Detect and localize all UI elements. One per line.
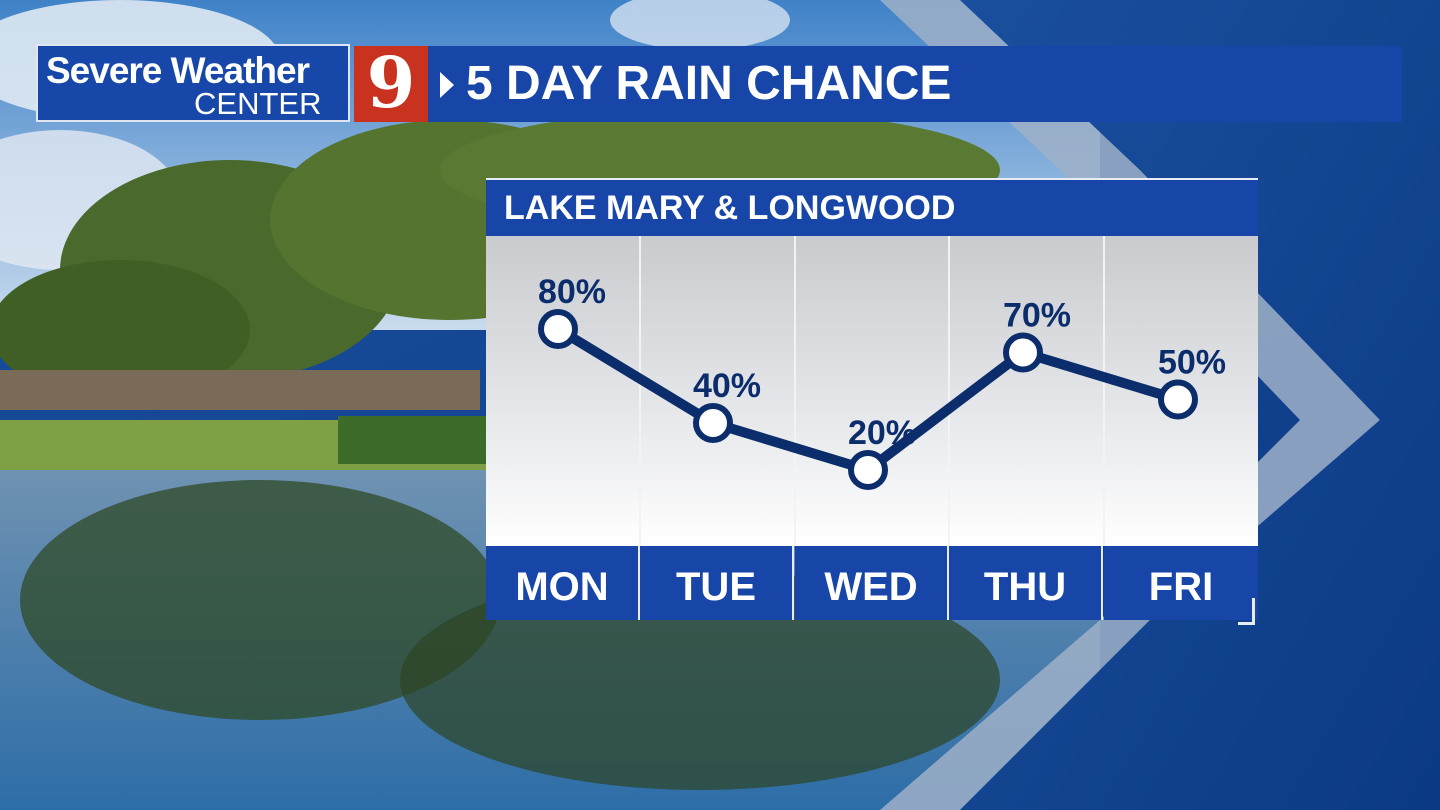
- data-point: [538, 309, 578, 349]
- page-title: 5 DAY RAIN CHANCE: [466, 57, 952, 110]
- data-point: [1003, 332, 1043, 373]
- channel-number: 9: [366, 41, 416, 124]
- channel-logo: 9: [354, 41, 428, 124]
- rain-chance-chart-panel: LAKE MARY & LONGWOOD 80% 40% 20% 70% 50% MON…: [486, 178, 1258, 625]
- day-cell: TUE: [640, 546, 794, 620]
- data-label: 50%: [1158, 344, 1226, 382]
- data-label: 70%: [1003, 297, 1071, 335]
- data-point: [693, 403, 733, 443]
- location-bar: LAKE MARY & LONGWOOD: [486, 178, 1258, 236]
- day-cell: THU: [949, 546, 1103, 620]
- rain-chance-line-chart: 80% 40% 20% 70% 50%: [538, 236, 1226, 546]
- x-tick-label: WED: [824, 565, 918, 609]
- x-tick-label: FRI: [1148, 565, 1214, 609]
- day-axis: MON TUE WED THU FRI: [486, 546, 1258, 620]
- chart-title: LAKE MARY & LONGWOOD: [504, 189, 956, 227]
- x-tick-label: MON: [515, 565, 609, 609]
- x-tick-label: TUE: [676, 565, 756, 609]
- day-cell: FRI: [1104, 546, 1258, 620]
- data-point: [848, 450, 888, 490]
- corner-bracket: [1238, 598, 1255, 625]
- data-label: 20%: [848, 414, 916, 452]
- data-point: [1158, 379, 1198, 420]
- header-banner: Severe Weather CENTER 9 5 DAY RAIN CHANC…: [36, 44, 1402, 124]
- data-label: 80%: [538, 273, 606, 311]
- x-tick-label: THU: [983, 565, 1067, 609]
- logo-line-center: CENTER: [194, 86, 322, 121]
- day-cell: WED: [795, 546, 949, 620]
- play-arrow-icon: [440, 72, 454, 98]
- title-bar: 5 DAY RAIN CHANCE: [428, 46, 1402, 122]
- logo-line-severe-weather: Severe Weather: [46, 50, 310, 91]
- severe-weather-center-logo: Severe Weather CENTER: [36, 44, 350, 122]
- day-cell: MON: [486, 546, 640, 620]
- data-label: 40%: [693, 367, 761, 405]
- plot-area: 80% 40% 20% 70% 50%: [486, 236, 1258, 546]
